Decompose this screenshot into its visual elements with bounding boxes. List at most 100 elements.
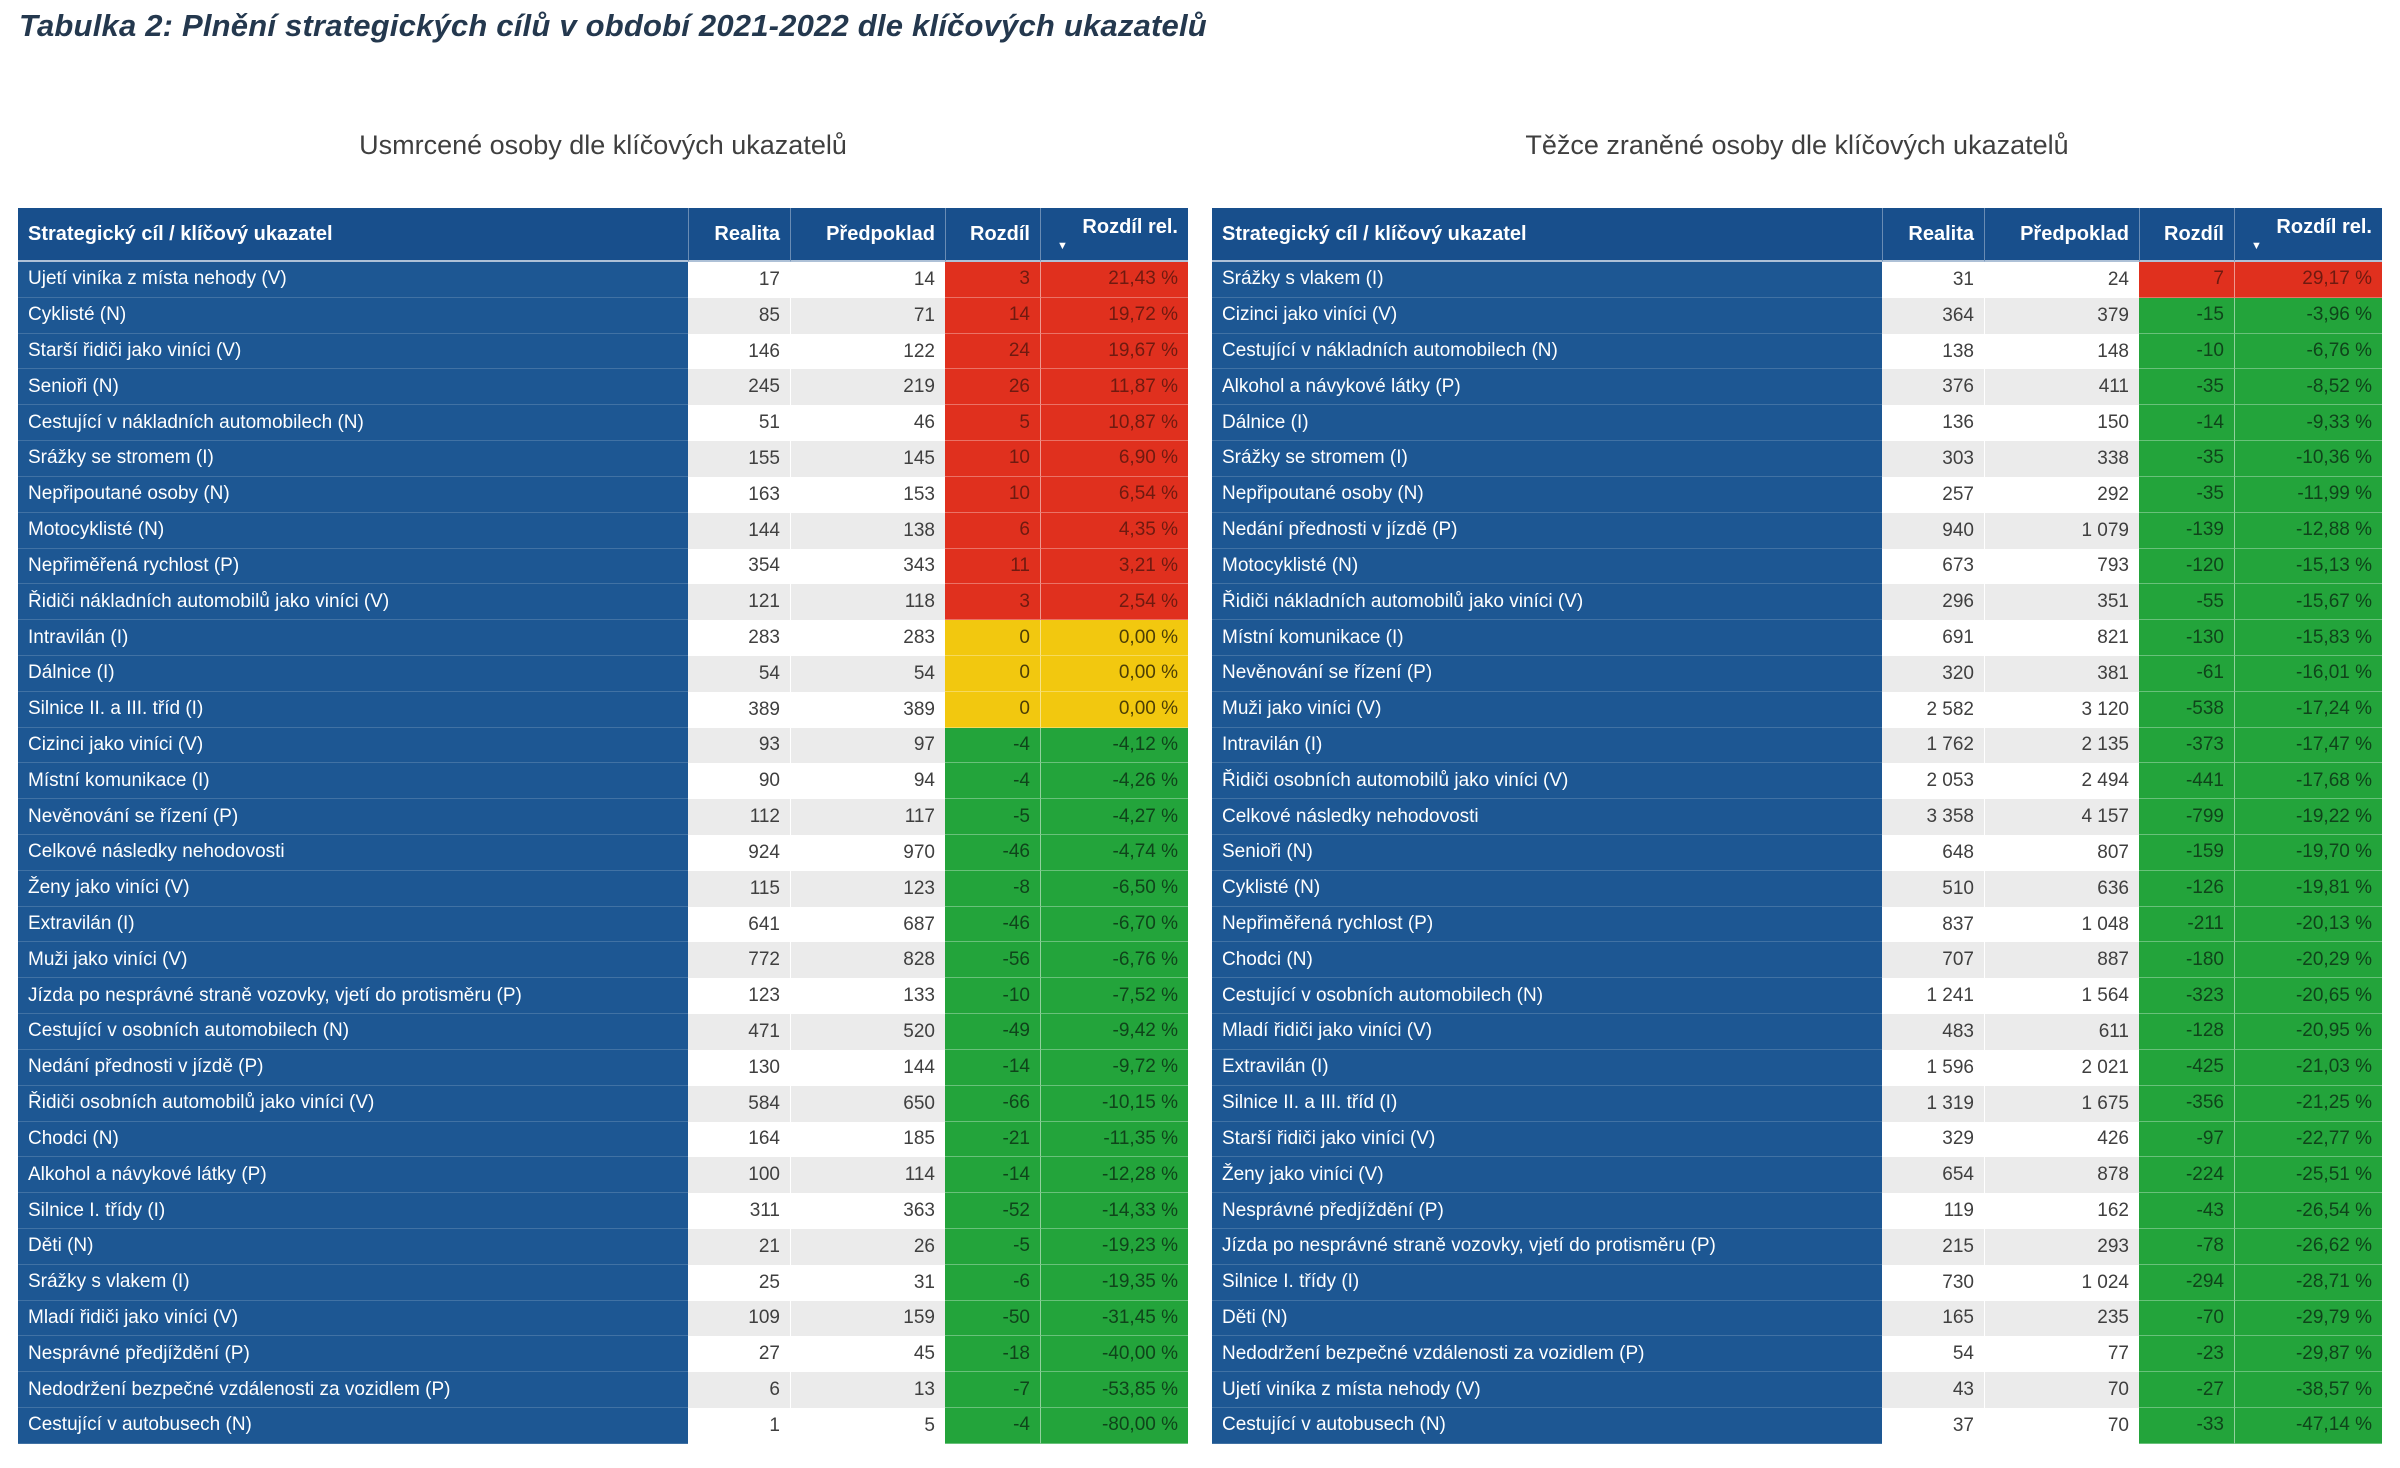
rozdil-value-cell: -35	[2139, 441, 2234, 477]
rozdil-rel-value-cell: -25,51 %	[2234, 1157, 2382, 1194]
rozdil-value-cell: -43	[2139, 1193, 2234, 1229]
killed-persons-table: Strategický cíl / klíčový ukazatel Reali…	[18, 208, 1188, 1444]
indicator-label-cell: Motocyklisté (N)	[18, 512, 688, 549]
realita-value-cell: 940	[1882, 512, 1984, 549]
rozdil-rel-value-cell: -12,88 %	[2234, 512, 2382, 549]
predpoklad-value-cell: 1 675	[1984, 1085, 2139, 1122]
rozdil-rel-value-cell: 3,21 %	[1040, 548, 1188, 585]
column-header-rozdil-rel[interactable]: Rozdíl rel. ▼	[2234, 208, 2382, 262]
column-header-predpoklad[interactable]: Předpoklad	[790, 208, 945, 262]
realita-value-cell: 54	[688, 655, 790, 692]
column-header-rozdil[interactable]: Rozdíl	[2139, 208, 2234, 262]
realita-value-cell: 376	[1882, 369, 1984, 406]
rozdil-value-cell: 26	[945, 369, 1040, 406]
rozdil-rel-value-cell: -26,62 %	[2234, 1228, 2382, 1265]
column-header-predpoklad[interactable]: Předpoklad	[1984, 208, 2139, 262]
rozdil-value-cell: -4	[945, 763, 1040, 800]
indicator-label-cell: Motocyklisté (N)	[1212, 548, 1882, 585]
rozdil-value-cell: 3	[945, 262, 1040, 298]
realita-value-cell: 471	[688, 1014, 790, 1050]
predpoklad-value-cell: 133	[790, 978, 945, 1015]
rozdil-rel-value-cell: -31,45 %	[1040, 1300, 1188, 1337]
rozdil-rel-value-cell: -4,74 %	[1040, 835, 1188, 871]
predpoklad-value-cell: 138	[790, 512, 945, 549]
indicator-label-cell: Nesprávné předjíždění (P)	[18, 1336, 688, 1373]
indicator-label-cell: Jízda po nesprávné straně vozovky, vjetí…	[1212, 1228, 1882, 1265]
rozdil-rel-value-cell: -4,26 %	[1040, 763, 1188, 800]
realita-value-cell: 837	[1882, 906, 1984, 943]
predpoklad-value-cell: 70	[1984, 1372, 2139, 1408]
column-header-strategic-goal[interactable]: Strategický cíl / klíčový ukazatel	[1212, 208, 1882, 262]
predpoklad-value-cell: 379	[1984, 297, 2139, 334]
predpoklad-value-cell: 970	[790, 835, 945, 871]
indicator-label-cell: Cestující v osobních automobilech (N)	[18, 1014, 688, 1050]
indicator-label-cell: Nedodržení bezpečné vzdálenosti za vozid…	[18, 1372, 688, 1408]
indicator-label-cell: Extravilán (I)	[1212, 1049, 1882, 1086]
rozdil-rel-value-cell: -11,99 %	[2234, 476, 2382, 513]
indicator-label-cell: Cestující v nákladních automobilech (N)	[1212, 333, 1882, 370]
realita-value-cell: 2 582	[1882, 691, 1984, 728]
rozdil-value-cell: 0	[945, 691, 1040, 728]
predpoklad-value-cell: 636	[1984, 870, 2139, 907]
indicator-label-cell: Jízda po nesprávné straně vozovky, vjetí…	[18, 978, 688, 1015]
indicator-label-cell: Cizinci jako viníci (V)	[1212, 297, 1882, 334]
rozdil-value-cell: -46	[945, 906, 1040, 943]
realita-value-cell: 673	[1882, 548, 1984, 585]
realita-value-cell: 584	[688, 1085, 790, 1122]
indicator-label-cell: Starší řidiči jako viníci (V)	[1212, 1121, 1882, 1158]
column-header-rozdil[interactable]: Rozdíl	[945, 208, 1040, 262]
indicator-label-cell: Senioři (N)	[18, 369, 688, 406]
rozdil-rel-value-cell: -17,47 %	[2234, 727, 2382, 764]
rozdil-rel-value-cell: 2,54 %	[1040, 584, 1188, 621]
predpoklad-value-cell: 389	[790, 691, 945, 728]
indicator-label-cell: Silnice I. třídy (I)	[18, 1193, 688, 1229]
rozdil-value-cell: -356	[2139, 1085, 2234, 1122]
indicator-label-cell: Řidiči nákladních automobilů jako viníci…	[1212, 584, 1882, 621]
indicator-label-cell: Silnice II. a III. tříd (I)	[1212, 1085, 1882, 1122]
realita-value-cell: 3 358	[1882, 799, 1984, 835]
column-header-realita[interactable]: Realita	[1882, 208, 1984, 262]
rozdil-rel-value-cell: -15,67 %	[2234, 584, 2382, 621]
indicator-label-cell: Chodci (N)	[18, 1121, 688, 1158]
rozdil-value-cell: -70	[2139, 1300, 2234, 1337]
predpoklad-value-cell: 153	[790, 476, 945, 513]
rozdil-rel-value-cell: -14,33 %	[1040, 1193, 1188, 1229]
predpoklad-value-cell: 54	[790, 655, 945, 692]
rozdil-value-cell: -10	[2139, 333, 2234, 370]
rozdil-value-cell: -5	[945, 1228, 1040, 1265]
column-header-strategic-goal[interactable]: Strategický cíl / klíčový ukazatel	[18, 208, 688, 262]
rozdil-rel-value-cell: -9,33 %	[2234, 405, 2382, 442]
rozdil-rel-value-cell: 19,67 %	[1040, 333, 1188, 370]
indicator-label-cell: Celkové následky nehodovosti	[1212, 799, 1882, 835]
indicator-label-cell: Alkohol a návykové látky (P)	[18, 1157, 688, 1194]
indicator-label-cell: Muži jako viníci (V)	[18, 942, 688, 979]
predpoklad-value-cell: 2 135	[1984, 727, 2139, 764]
indicator-label-cell: Cestující v osobních automobilech (N)	[1212, 978, 1882, 1015]
realita-value-cell: 155	[688, 441, 790, 477]
rozdil-value-cell: -52	[945, 1193, 1040, 1229]
indicator-label-cell: Nepřipoutané osoby (N)	[18, 476, 688, 513]
rozdil-value-cell: -23	[2139, 1336, 2234, 1373]
predpoklad-value-cell: 1 079	[1984, 512, 2139, 549]
rozdil-rel-value-cell: -6,76 %	[2234, 333, 2382, 370]
realita-value-cell: 296	[1882, 584, 1984, 621]
column-header-realita[interactable]: Realita	[688, 208, 790, 262]
indicator-label-cell: Ujetí viníka z místa nehody (V)	[18, 262, 688, 298]
rozdil-value-cell: -120	[2139, 548, 2234, 585]
rozdil-value-cell: -4	[945, 727, 1040, 764]
rozdil-value-cell: -21	[945, 1121, 1040, 1158]
rozdil-value-cell: -97	[2139, 1121, 2234, 1158]
rozdil-value-cell: -61	[2139, 655, 2234, 692]
rozdil-rel-value-cell: -19,81 %	[2234, 870, 2382, 907]
rozdil-rel-value-cell: -10,15 %	[1040, 1085, 1188, 1122]
rozdil-rel-value-cell: -20,13 %	[2234, 906, 2382, 943]
realita-value-cell: 54	[1882, 1336, 1984, 1373]
realita-value-cell: 707	[1882, 942, 1984, 979]
column-header-rozdil-rel[interactable]: Rozdíl rel. ▼	[1040, 208, 1188, 262]
rozdil-value-cell: -441	[2139, 763, 2234, 800]
indicator-label-cell: Mladí řidiči jako viníci (V)	[18, 1300, 688, 1337]
predpoklad-value-cell: 793	[1984, 548, 2139, 585]
realita-value-cell: 6	[688, 1372, 790, 1408]
realita-value-cell: 215	[1882, 1228, 1984, 1265]
